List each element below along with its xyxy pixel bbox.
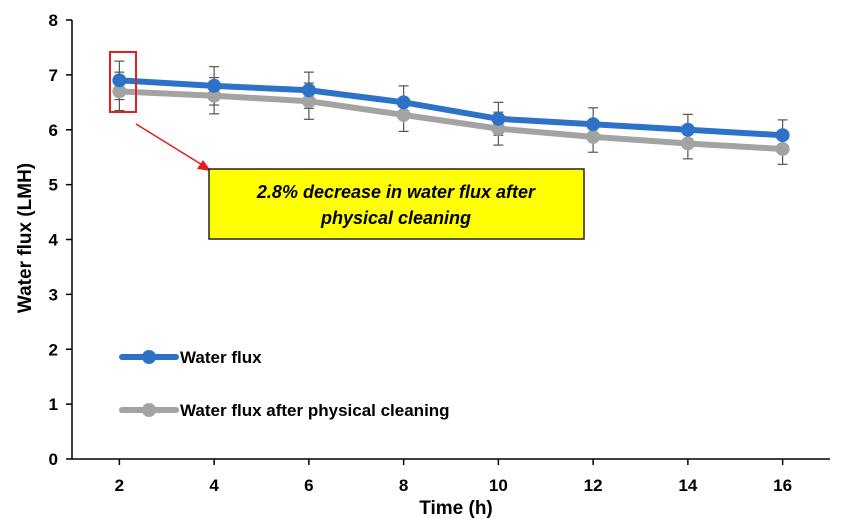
data-point-water-flux	[112, 73, 127, 88]
x-tick-label: 14	[678, 476, 697, 495]
series-line-water-flux	[119, 77, 783, 139]
legend-marker-after-cleaning	[142, 403, 156, 417]
series-line-after-cleaning	[119, 88, 783, 152]
x-tick-label: 12	[584, 476, 603, 495]
data-point-water-flux	[775, 128, 790, 143]
legend: Water flux Water flux after physical cle…	[119, 348, 450, 420]
annotation-arrow-line	[135, 123, 205, 167]
y-tick-label: 2	[49, 340, 58, 359]
y-tick-label: 0	[49, 450, 58, 469]
annotation: 2.8% decrease in water flux after physic…	[109, 51, 585, 240]
legend-label-after-cleaning: Water flux after physical cleaning	[180, 401, 450, 420]
data-point-water-flux	[586, 117, 601, 132]
y-tick-label: 4	[49, 231, 59, 250]
annotation-text-line1: 2.8% decrease in water flux after	[256, 182, 536, 202]
data-point-after-cleaning	[680, 136, 695, 151]
x-tick-label: 4	[209, 476, 219, 495]
x-tick-label: 2	[115, 476, 124, 495]
annotation-box	[208, 168, 585, 240]
data-point-after-cleaning	[301, 94, 316, 109]
data-point-after-cleaning	[775, 141, 790, 156]
y-tick-label: 6	[49, 121, 58, 140]
data-point-after-cleaning	[586, 129, 601, 144]
data-point-after-cleaning	[491, 121, 506, 136]
data-point-water-flux	[207, 78, 222, 93]
legend-marker-water-flux	[142, 350, 156, 364]
x-tick-label: 10	[489, 476, 508, 495]
data-point-water-flux	[396, 95, 411, 110]
y-tick-label: 3	[49, 285, 58, 304]
data-point-water-flux	[680, 122, 695, 137]
x-tick-label: 6	[304, 476, 313, 495]
annotation-arrowhead	[197, 160, 211, 171]
y-tick-label: 1	[49, 395, 58, 414]
x-tick-label: 16	[773, 476, 792, 495]
data-point-after-cleaning	[112, 84, 127, 99]
y-axis-title: Water flux (LMH)	[15, 163, 36, 313]
data-point-water-flux	[301, 83, 316, 98]
data-point-after-cleaning	[207, 88, 222, 103]
y-tick-label: 8	[49, 11, 58, 30]
x-axis-title: Time (h)	[419, 498, 493, 519]
y-tick-label: 5	[49, 176, 58, 195]
legend-label-water-flux: Water flux	[180, 348, 262, 367]
annotation-text-line2: physical cleaning	[320, 208, 471, 228]
data-point-after-cleaning	[396, 107, 411, 122]
highlight-box	[109, 51, 137, 113]
x-tick-label: 8	[399, 476, 408, 495]
data-point-water-flux	[491, 111, 506, 126]
series-lines	[112, 73, 790, 156]
y-tick-label: 7	[49, 66, 58, 85]
